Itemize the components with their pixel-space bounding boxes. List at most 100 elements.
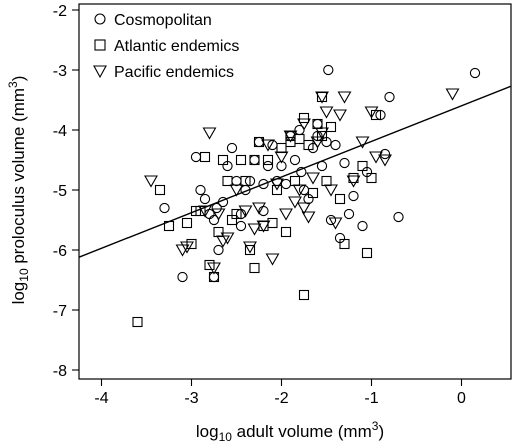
point-atlantic [325,121,337,133]
axis-ticks: -4 -3 -2 -1 0 -8 -7 -6 -5 -4 -3 -2 [53,3,466,407]
x-tick-label: 0 [457,390,466,407]
point-cosmopolitan [339,157,350,169]
point-pacific [180,241,194,254]
point-cosmopolitan [393,211,404,223]
point-pacific [292,184,307,197]
y-tick-label: -5 [53,183,67,200]
point-cosmopolitan [231,175,242,187]
legend-item-atlantic: Atlantic endemics [94,38,239,55]
point-cosmopolitan [213,244,224,256]
y-axis-title: log10 proloculus volume (mm3) [6,76,31,305]
point-atlantic [163,220,175,232]
point-cosmopolitan [190,151,202,163]
point-atlantic [186,238,197,250]
point-atlantic [249,154,260,166]
plot-frame [78,3,512,380]
point-atlantic [190,205,202,217]
x-tick-label: -1 [364,390,378,407]
point-atlantic [222,175,233,187]
point-pacific [306,172,320,185]
regression-line [78,85,512,258]
data-points [132,64,481,328]
point-pacific [238,205,253,218]
point-atlantic [307,187,319,199]
point-atlantic [244,244,256,256]
point-atlantic [294,133,305,145]
point-pacific [274,151,289,164]
point-atlantic [240,175,251,187]
point-pacific [369,151,383,164]
point-cosmopolitan [177,271,188,283]
regression-line-group [78,85,512,258]
point-cosmopolitan [226,142,238,154]
point-cosmopolitan [379,148,391,160]
point-pacific [297,118,311,131]
point-pacific [445,88,460,101]
point-pacific [229,184,244,197]
point-pacific [346,175,361,188]
point-pacific [283,130,298,143]
point-atlantic [334,193,346,205]
point-atlantic [280,226,292,238]
point-atlantic [181,217,193,229]
point-pacific [211,208,226,221]
point-cosmopolitan [262,160,274,172]
point-pacific [243,241,257,254]
point-pacific [315,127,329,140]
y-tick-label: -8 [53,363,67,380]
point-pacific [144,175,158,188]
point-pacific [202,127,217,140]
point-pacific [265,253,280,266]
point-atlantic [298,112,310,124]
point-atlantic [303,139,314,151]
legend-label-cosmopolitan: Cosmopolitan [114,12,212,29]
point-cosmopolitan [296,166,307,178]
point-cosmopolitan [316,160,328,172]
point-cosmopolitan [325,214,337,226]
point-pacific [279,208,293,221]
point-pacific [301,211,316,224]
x-tick-label: -4 [94,390,108,407]
point-cosmopolitan [195,184,206,196]
point-cosmopolitan [253,136,265,148]
point-pacific [207,262,221,275]
point-pacific [378,154,392,167]
point-cosmopolitan [357,220,368,232]
point-atlantic [321,175,332,187]
point-atlantic [298,289,310,301]
point-pacific [198,205,212,218]
point-atlantic [357,160,368,172]
point-atlantic [231,208,242,220]
point-atlantic [276,142,287,154]
point-cosmopolitan [330,139,341,151]
point-cosmopolitan [199,193,211,205]
point-pacific [319,106,334,119]
point-pacific [252,202,266,215]
point-pacific [270,178,284,191]
point-cosmopolitan [289,154,301,166]
point-pacific [297,202,311,215]
y-tick-label: -7 [53,303,67,320]
point-cosmopolitan [323,64,334,76]
point-cosmopolitan [343,208,355,220]
point-atlantic [361,247,373,259]
legend: Cosmopolitan Atlantic endemics Pacific e… [93,12,239,81]
legend-item-pacific: Pacific endemics [93,64,234,81]
y-tick-label: -6 [53,243,67,260]
point-pacific [355,136,370,149]
point-cosmopolitan [258,178,269,190]
point-pacific [288,196,302,209]
point-atlantic [267,217,278,229]
point-atlantic [235,154,247,166]
point-cosmopolitan [211,202,222,214]
point-cosmopolitan [249,154,260,166]
point-atlantic [217,154,229,166]
point-pacific [315,91,329,104]
point-pacific [256,220,271,233]
point-atlantic [199,151,211,163]
point-atlantic [366,172,377,184]
x-tick-label: -2 [274,390,288,407]
point-cosmopolitan [280,178,292,190]
point-atlantic [271,184,283,196]
